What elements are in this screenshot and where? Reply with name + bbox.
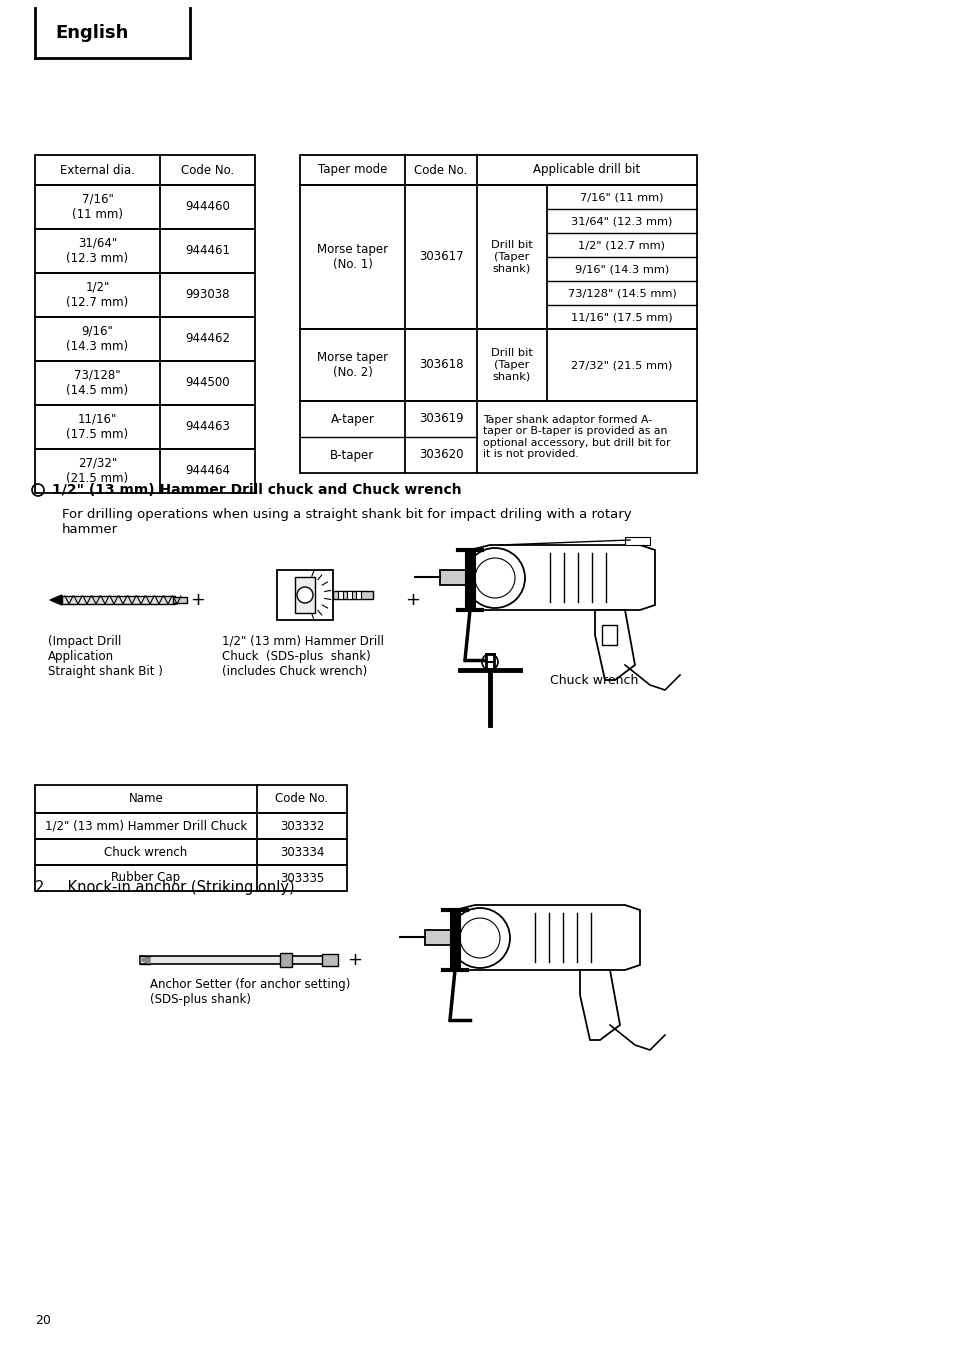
Bar <box>280 953 292 967</box>
Text: B-taper: B-taper <box>330 449 375 461</box>
Text: 944500: 944500 <box>185 376 230 389</box>
Bar <box>35 185 254 228</box>
Bar <box>337 591 343 599</box>
Text: 20: 20 <box>35 1314 51 1326</box>
Bar <box>322 955 337 965</box>
Text: Code No.: Code No. <box>275 792 328 806</box>
Polygon shape <box>595 610 635 680</box>
Text: 31/64" (12.3 mm): 31/64" (12.3 mm) <box>571 216 672 226</box>
Bar <box>601 625 617 645</box>
Bar <box>424 930 455 945</box>
Text: Chuck wrench: Chuck wrench <box>104 845 188 859</box>
Text: Taper mode: Taper mode <box>317 164 387 177</box>
Polygon shape <box>140 956 150 964</box>
Text: 944464: 944464 <box>185 465 230 477</box>
Bar <box>299 329 697 402</box>
Text: 11/16" (17.5 mm): 11/16" (17.5 mm) <box>571 312 672 322</box>
Text: +: + <box>347 950 362 969</box>
Text: Code No.: Code No. <box>181 164 233 177</box>
Bar <box>35 813 347 840</box>
Text: Drill bit
(Taper
shank): Drill bit (Taper shank) <box>491 349 533 381</box>
Text: 73/128" (14.5 mm): 73/128" (14.5 mm) <box>567 288 676 297</box>
Text: Name: Name <box>129 792 163 806</box>
Text: English: English <box>55 24 129 42</box>
Polygon shape <box>50 595 62 604</box>
Text: Code No.: Code No. <box>414 164 467 177</box>
Text: 2.    Knock-in anchor (Striking only): 2. Knock-in anchor (Striking only) <box>35 880 294 895</box>
Bar <box>35 228 254 273</box>
Bar <box>624 537 649 545</box>
Circle shape <box>481 654 497 671</box>
Text: 303620: 303620 <box>418 449 463 461</box>
Polygon shape <box>455 904 639 969</box>
Text: Morse taper
(No. 2): Morse taper (No. 2) <box>316 352 388 379</box>
Text: (Impact Drill
Application
Straight shank Bit ): (Impact Drill Application Straight shank… <box>48 635 163 677</box>
Text: 944463: 944463 <box>185 420 230 434</box>
Text: 944462: 944462 <box>185 333 230 346</box>
Bar <box>35 316 254 361</box>
Text: +: + <box>191 591 205 608</box>
Bar <box>294 577 314 612</box>
Bar <box>35 155 254 185</box>
Text: 73/128"
(14.5 mm): 73/128" (14.5 mm) <box>67 369 129 397</box>
Text: 944460: 944460 <box>185 200 230 214</box>
Bar <box>35 840 347 865</box>
Bar <box>172 598 187 603</box>
Bar <box>35 449 254 493</box>
Bar <box>35 865 347 891</box>
Circle shape <box>464 548 524 608</box>
Bar <box>35 361 254 406</box>
Bar <box>299 185 697 329</box>
Bar <box>347 591 352 599</box>
Text: 944461: 944461 <box>185 245 230 257</box>
Polygon shape <box>470 545 655 610</box>
Text: 1/2" (12.7 mm): 1/2" (12.7 mm) <box>578 241 665 250</box>
Bar <box>276 571 333 621</box>
Text: 303617: 303617 <box>418 250 463 264</box>
Bar <box>355 591 360 599</box>
Text: For drilling operations when using a straight shank bit for impact driling with : For drilling operations when using a str… <box>62 508 631 535</box>
Text: 1/2" (13 mm) Hammer Drill Chuck: 1/2" (13 mm) Hammer Drill Chuck <box>45 819 247 833</box>
Text: 303618: 303618 <box>418 358 463 372</box>
Text: External dia.: External dia. <box>60 164 134 177</box>
Text: A-taper: A-taper <box>331 412 374 426</box>
Text: 31/64"
(12.3 mm): 31/64" (12.3 mm) <box>67 237 129 265</box>
Text: Morse taper
(No. 1): Morse taper (No. 1) <box>316 243 388 270</box>
Text: Drill bit
(Taper
shank): Drill bit (Taper shank) <box>491 241 533 273</box>
Text: 7/16"
(11 mm): 7/16" (11 mm) <box>71 193 123 220</box>
Bar <box>439 571 470 585</box>
Bar <box>299 402 697 473</box>
Circle shape <box>296 587 313 603</box>
Bar <box>333 591 373 599</box>
Text: 9/16"
(14.3 mm): 9/16" (14.3 mm) <box>67 324 129 353</box>
Text: 303332: 303332 <box>279 819 324 833</box>
Bar <box>35 273 254 316</box>
Text: 303334: 303334 <box>279 845 324 859</box>
Text: 7/16" (11 mm): 7/16" (11 mm) <box>579 192 663 201</box>
Bar <box>35 406 254 449</box>
Bar <box>62 596 174 604</box>
Text: Applicable drill bit: Applicable drill bit <box>533 164 640 177</box>
Text: Rubber Cap: Rubber Cap <box>112 872 180 884</box>
Text: 9/16" (14.3 mm): 9/16" (14.3 mm) <box>575 264 668 274</box>
Bar <box>299 155 697 185</box>
Text: Anchor Setter (for anchor setting)
(SDS-plus shank): Anchor Setter (for anchor setting) (SDS-… <box>150 977 350 1006</box>
Circle shape <box>450 909 510 968</box>
Bar <box>35 786 347 813</box>
Text: 303335: 303335 <box>279 872 324 884</box>
Text: 1/2"
(12.7 mm): 1/2" (12.7 mm) <box>67 281 129 310</box>
Text: 27/32"
(21.5 mm): 27/32" (21.5 mm) <box>67 457 129 485</box>
Text: 1/2" (13 mm) Hammer Drill
Chuck  (SDS-plus  shank)
(includes Chuck wrench): 1/2" (13 mm) Hammer Drill Chuck (SDS-plu… <box>222 635 384 677</box>
Text: +: + <box>405 591 420 608</box>
Text: 27/32" (21.5 mm): 27/32" (21.5 mm) <box>571 360 672 370</box>
Bar <box>140 956 330 964</box>
Text: 1/2" (13 mm) Hammer Drill chuck and Chuck wrench: 1/2" (13 mm) Hammer Drill chuck and Chuc… <box>52 483 461 498</box>
Text: 303619: 303619 <box>418 412 463 426</box>
Polygon shape <box>579 969 619 1040</box>
Text: Chuck wrench: Chuck wrench <box>550 673 638 687</box>
Text: 11/16"
(17.5 mm): 11/16" (17.5 mm) <box>67 412 129 441</box>
Text: 993038: 993038 <box>185 288 230 301</box>
Text: Taper shank adaptor formed A-
taper or B-taper is provided as an
optional access: Taper shank adaptor formed A- taper or B… <box>482 415 670 460</box>
